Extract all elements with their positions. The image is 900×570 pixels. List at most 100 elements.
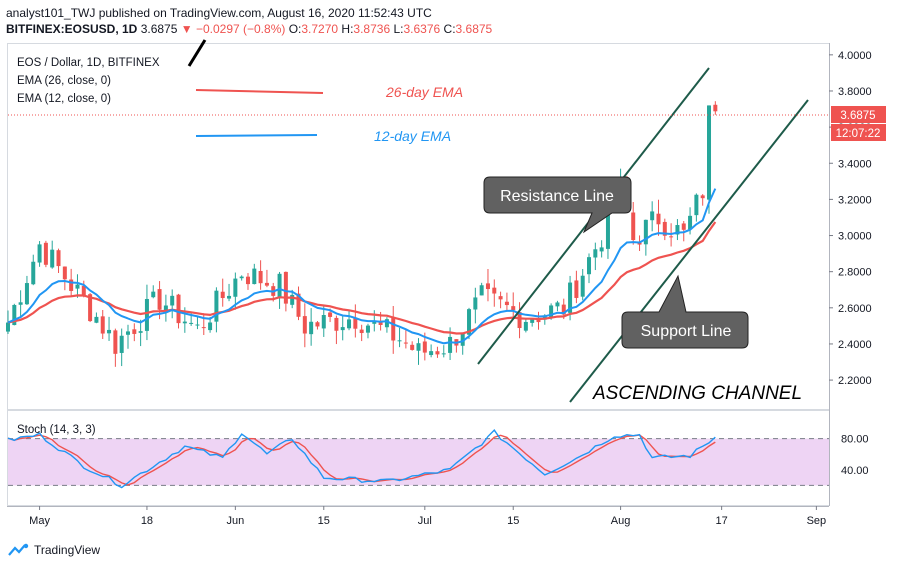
candle-up: [479, 285, 484, 296]
price-tick-label: 2.4000: [838, 339, 872, 351]
candle-up: [227, 295, 232, 299]
candle-down: [662, 221, 667, 236]
support-callout-text: Support Line: [641, 323, 732, 340]
legend-title: EOS / Dollar, 1D, BITFINEX: [17, 57, 160, 69]
candle-up: [429, 351, 434, 356]
candles-group: [6, 101, 718, 367]
candle-up: [707, 105, 712, 200]
candle-down: [492, 287, 497, 294]
ema26-line: [7, 221, 717, 335]
candle-up: [252, 268, 257, 285]
price-tick-label: 3.4000: [838, 158, 872, 170]
candle-up: [107, 329, 112, 334]
open-label: O:: [288, 22, 302, 36]
candle-up: [416, 343, 421, 351]
legend-ema12: EMA (12, close, 0): [17, 93, 111, 105]
candle-down: [334, 317, 339, 331]
time-tick-label: May: [29, 515, 50, 527]
candle-down: [315, 322, 320, 327]
candle-down: [302, 316, 307, 334]
candle-down: [656, 213, 661, 225]
candle-up: [170, 295, 175, 306]
tradingview-logo[interactable]: TradingView: [8, 543, 100, 557]
ema12-annotation: 12-day EMA: [374, 128, 451, 144]
candle-up: [233, 278, 238, 297]
candle-up: [599, 247, 604, 252]
candle-down: [403, 342, 408, 344]
low-value: 3.6376: [403, 22, 441, 36]
candle-down: [700, 195, 705, 199]
candle-down: [669, 236, 674, 238]
candle-up: [530, 319, 535, 323]
candle-up: [473, 297, 478, 310]
candle-down: [485, 283, 490, 290]
candle-up: [321, 315, 326, 329]
price-tick-label: 2.6000: [838, 303, 872, 315]
change-text: ▼ −0.0297 (−0.8%): [180, 22, 286, 36]
candle-up: [239, 276, 244, 279]
candle-down: [504, 301, 509, 306]
time-axis-ticks: May 18 Jun 15 Jul 15 Aug 17 Sep: [29, 506, 826, 527]
candle-up: [31, 261, 36, 285]
candle-down: [176, 294, 181, 324]
candle-down: [631, 212, 636, 241]
candle-up: [587, 257, 592, 275]
candle-up: [24, 283, 29, 305]
candle-down: [283, 271, 288, 304]
candle-up: [523, 321, 528, 331]
candle-up: [568, 282, 573, 313]
price-tick-label: 3.0000: [838, 231, 872, 243]
candle-down: [435, 351, 440, 355]
candle-up: [460, 332, 465, 346]
candle-down: [220, 291, 225, 299]
candle-up: [189, 322, 194, 324]
time-tick-label: Jun: [226, 515, 244, 527]
candle-down: [132, 329, 137, 334]
candle-up: [555, 302, 560, 307]
candle-up: [448, 336, 453, 353]
time-tick-label: Aug: [611, 515, 631, 527]
candle-up: [309, 321, 314, 335]
candle-down: [498, 296, 503, 300]
resistance-callout-text: Resistance Line: [500, 188, 614, 205]
candle-down: [353, 318, 358, 329]
candle-down: [81, 285, 86, 297]
price-tick-label: 2.8000: [838, 267, 872, 279]
candle-up: [605, 206, 610, 249]
candle-down: [296, 293, 301, 317]
price-tick-label: 2.2000: [838, 375, 872, 387]
support-callout: [621, 274, 749, 349]
time-tick-label: 15: [318, 515, 330, 527]
tradingview-logo-icon: [8, 543, 29, 556]
candle-up: [580, 275, 585, 297]
candle-up: [12, 304, 17, 326]
candle-up: [688, 215, 693, 230]
close-label: C:: [443, 22, 456, 36]
candle-down: [245, 276, 250, 285]
tradingview-brand: TradingView: [34, 543, 101, 557]
candle-down: [56, 250, 61, 267]
stoch-tick-label: 40.00: [841, 465, 869, 477]
candle-up: [18, 302, 23, 305]
high-value: 3.8736: [353, 22, 391, 36]
candle-up: [50, 249, 55, 268]
candle-down: [391, 316, 396, 341]
candle-down: [157, 289, 162, 310]
candle-up: [467, 309, 472, 335]
legend-ema26: EMA (26, close, 0): [17, 75, 111, 87]
candle-up: [94, 316, 99, 323]
ema12-line: [7, 188, 717, 345]
candle-up: [6, 322, 10, 332]
ema26-sample-line: [195, 89, 324, 94]
publish-info: analyst101_TWJ published on TradingView.…: [6, 6, 432, 20]
support-channel-line: [569, 99, 809, 403]
time-tick-label: 18: [141, 515, 153, 527]
candle-down: [536, 319, 541, 323]
candle-up: [397, 340, 402, 342]
candle-down: [574, 280, 579, 298]
candle-up: [593, 249, 598, 258]
candle-up: [365, 325, 370, 333]
channel-label: ASCENDING CHANNEL: [592, 383, 802, 404]
drawing-stroke: [187, 39, 207, 67]
